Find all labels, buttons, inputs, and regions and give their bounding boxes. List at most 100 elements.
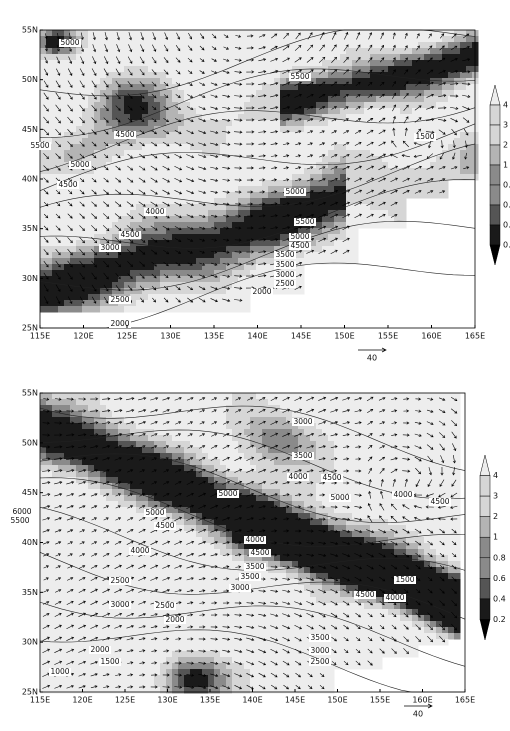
shading-cell bbox=[376, 423, 383, 430]
shading-cell bbox=[64, 264, 71, 271]
shading-cell bbox=[166, 186, 173, 193]
shading-cell bbox=[52, 216, 59, 223]
shading-cell bbox=[142, 138, 149, 145]
shading-cell bbox=[64, 132, 71, 139]
shading-cell bbox=[136, 441, 143, 448]
shading-cell bbox=[262, 435, 269, 442]
shading-cell bbox=[364, 96, 371, 103]
shading-cell bbox=[232, 447, 239, 454]
shading-cell bbox=[238, 435, 245, 442]
shading-cell bbox=[340, 72, 347, 79]
shading-cell bbox=[424, 477, 431, 484]
shading-cell bbox=[346, 411, 353, 418]
shading-cell bbox=[58, 417, 65, 424]
shading-cell bbox=[346, 108, 353, 115]
shading-cell bbox=[94, 399, 101, 406]
shading-cell bbox=[190, 210, 197, 217]
shading-cell bbox=[256, 144, 263, 151]
shading-cell bbox=[166, 294, 173, 301]
shading-cell bbox=[328, 465, 335, 472]
shading-cell bbox=[352, 441, 359, 448]
shading-cell bbox=[250, 186, 257, 193]
shading-cell bbox=[268, 210, 275, 217]
shading-cell bbox=[460, 42, 467, 49]
shading-cell bbox=[46, 60, 53, 67]
shading-cell bbox=[124, 405, 131, 412]
shading-cell bbox=[46, 483, 53, 490]
shading-cell bbox=[124, 306, 131, 313]
shading-cell bbox=[172, 483, 179, 490]
shading-cell bbox=[406, 417, 413, 424]
shading-cell bbox=[76, 393, 83, 400]
shading-cell bbox=[466, 132, 473, 139]
shading-cell bbox=[286, 108, 293, 115]
shading-cell bbox=[280, 48, 287, 55]
shading-cell bbox=[244, 168, 251, 175]
shading-cell bbox=[100, 132, 107, 139]
shading-cell bbox=[196, 120, 203, 127]
shading-cell bbox=[352, 108, 359, 115]
shading-cell bbox=[256, 258, 263, 265]
shading-cell bbox=[448, 423, 455, 430]
shading-cell bbox=[340, 417, 347, 424]
shading-cell bbox=[208, 102, 215, 109]
shading-cell bbox=[280, 174, 287, 181]
shading-cell bbox=[358, 120, 365, 127]
shading-cell bbox=[370, 216, 377, 223]
shading-cell bbox=[142, 186, 149, 193]
shading-cell bbox=[262, 276, 269, 283]
shading-cell bbox=[58, 306, 65, 313]
shading-cell bbox=[88, 489, 95, 496]
shading-cell bbox=[352, 132, 359, 139]
map-panel bbox=[40, 30, 479, 328]
shading-cell bbox=[46, 66, 53, 73]
shading-cell bbox=[154, 282, 161, 289]
shading-cell bbox=[208, 252, 215, 259]
shading-cell bbox=[280, 399, 287, 406]
shading-cell bbox=[94, 471, 101, 478]
shading-cell bbox=[322, 411, 329, 418]
shading-cell bbox=[310, 48, 317, 55]
shading-cell bbox=[424, 72, 431, 79]
shading-cell bbox=[202, 306, 209, 313]
shading-cell bbox=[106, 399, 113, 406]
shading-cell bbox=[352, 42, 359, 49]
shading-cell bbox=[382, 108, 389, 115]
shading-cell bbox=[40, 495, 47, 502]
shading-cell bbox=[64, 423, 71, 430]
shading-cell bbox=[118, 42, 125, 49]
shading-cell bbox=[238, 162, 245, 169]
shading-cell bbox=[100, 441, 107, 448]
shading-cell bbox=[88, 288, 95, 295]
shading-cell bbox=[70, 114, 77, 121]
shading-cell bbox=[334, 465, 341, 472]
shading-cell bbox=[220, 300, 227, 307]
shading-cell bbox=[376, 393, 383, 400]
shading-cell bbox=[208, 300, 215, 307]
shading-cell bbox=[400, 405, 407, 412]
contour-label: 3000 bbox=[275, 270, 294, 279]
shading-cell bbox=[208, 144, 215, 151]
shading-cell bbox=[346, 204, 353, 211]
shading-cell bbox=[400, 192, 407, 199]
shading-cell bbox=[100, 252, 107, 259]
shading-cell bbox=[136, 393, 143, 400]
shading-cell bbox=[112, 276, 119, 283]
shading-cell bbox=[118, 150, 125, 157]
shading-cell bbox=[334, 156, 341, 163]
shading-cell bbox=[106, 186, 113, 193]
shading-cell bbox=[406, 120, 413, 127]
shading-cell bbox=[214, 60, 221, 67]
shading-cell bbox=[76, 120, 83, 127]
shading-cell bbox=[310, 489, 317, 496]
shading-cell bbox=[220, 210, 227, 217]
shading-cell bbox=[190, 36, 197, 43]
shading-cell bbox=[190, 459, 197, 466]
shading-cell bbox=[418, 48, 425, 55]
shading-cell bbox=[118, 471, 125, 478]
lat-label: 45N bbox=[22, 125, 38, 134]
shading-cell bbox=[268, 465, 275, 472]
shading-cell bbox=[52, 435, 59, 442]
shading-cell bbox=[196, 96, 203, 103]
shading-cell bbox=[52, 96, 59, 103]
